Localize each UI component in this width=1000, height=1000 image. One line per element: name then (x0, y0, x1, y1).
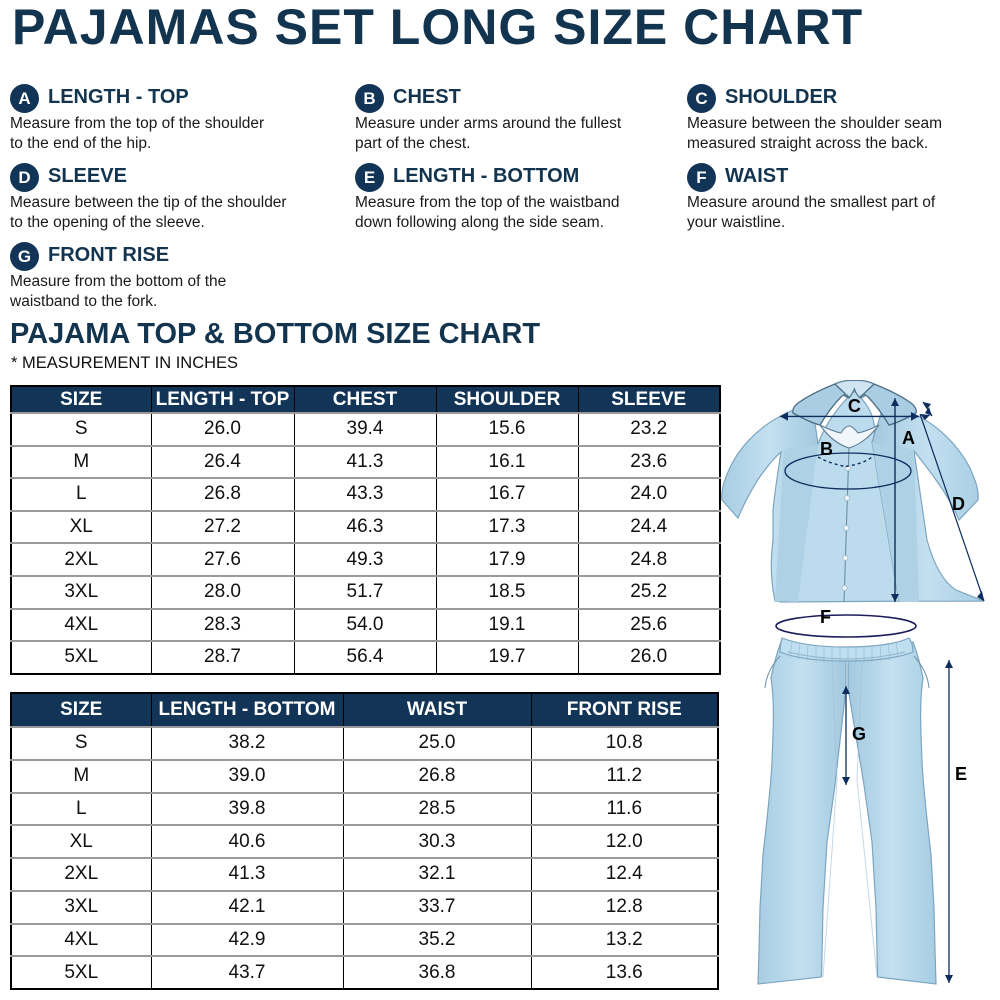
svg-text:F: F (820, 607, 831, 627)
svg-text:B: B (820, 439, 833, 459)
svg-text:C: C (848, 396, 861, 416)
svg-text:A: A (902, 428, 915, 448)
svg-text:D: D (952, 494, 965, 514)
svg-text:E: E (955, 764, 967, 784)
svg-text:G: G (852, 724, 866, 744)
